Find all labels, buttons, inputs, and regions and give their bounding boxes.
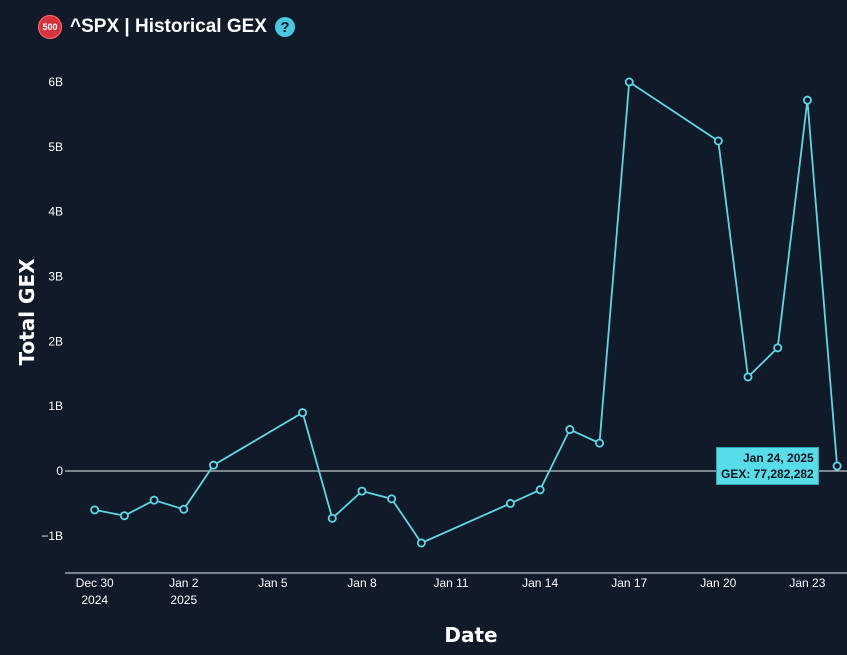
x-tick-label: Jan 5 (258, 576, 288, 590)
data-point[interactable] (357, 486, 367, 496)
data-point[interactable] (149, 495, 159, 505)
ticker-badge-icon: 500 (38, 15, 62, 39)
data-point[interactable] (565, 425, 575, 435)
data-point[interactable] (90, 505, 100, 515)
data-point[interactable] (743, 372, 753, 382)
help-icon[interactable]: ? (274, 17, 295, 37)
chart-header: 500 ^SPX | Historical GEX ? (38, 12, 295, 42)
y-axis-title: Total GEX (15, 258, 39, 366)
series-line (94, 80, 838, 545)
hover-tooltip: Jan 24, 2025 GEX: 77,282,282 (716, 447, 819, 485)
x-tick-label: Jan 2 (169, 576, 199, 590)
y-tick-label: −1B (41, 529, 63, 543)
x-tick-label: Jan 17 (611, 576, 647, 590)
x-tick-year: 2025 (170, 593, 197, 607)
data-points (90, 77, 842, 548)
data-point[interactable] (535, 485, 545, 495)
x-tick-label: Jan 11 (433, 576, 468, 590)
x-tick-label: Dec 30 (76, 576, 114, 590)
data-point[interactable] (832, 461, 842, 471)
y-tick-label: 0 (56, 464, 63, 478)
data-point[interactable] (208, 460, 218, 470)
y-tick-label: 3B (48, 270, 63, 284)
data-point[interactable] (773, 343, 783, 353)
data-point[interactable] (624, 77, 634, 87)
x-tick-year: 2024 (81, 593, 108, 607)
data-point[interactable] (802, 95, 812, 105)
x-tick-label: Jan 14 (522, 576, 558, 590)
y-tick-label: 6B (48, 75, 63, 89)
y-axis-ticks: 6B 5B 4B 3B 2B 1B 0 −1B (41, 75, 63, 543)
data-point[interactable] (298, 408, 308, 418)
x-tick-label: Jan 20 (700, 576, 736, 590)
y-tick-label: 1B (48, 399, 63, 413)
data-point[interactable] (713, 136, 723, 146)
data-point[interactable] (595, 438, 605, 448)
y-tick-label: 4B (48, 205, 63, 219)
data-point[interactable] (505, 498, 515, 508)
y-tick-label: 2B (48, 334, 63, 348)
x-axis-title: Date (444, 623, 497, 647)
chart-title: ^SPX | Historical GEX (70, 16, 267, 37)
data-point[interactable] (416, 538, 426, 548)
tooltip-value: GEX: 77,282,282 (721, 467, 814, 481)
tooltip-date: Jan 24, 2025 (743, 451, 814, 465)
data-point[interactable] (327, 513, 337, 523)
y-tick-label: 5B (48, 140, 63, 154)
x-axis-ticks: Dec 30 2024 Jan 2 2025 Jan 5 Jan 8 Jan 11 Jan 1… (76, 576, 826, 607)
data-point[interactable] (179, 504, 189, 514)
data-point[interactable] (387, 494, 397, 504)
x-tick-label: Jan 8 (347, 576, 377, 590)
data-point[interactable] (119, 511, 129, 521)
x-tick-label: Jan 23 (789, 576, 825, 590)
